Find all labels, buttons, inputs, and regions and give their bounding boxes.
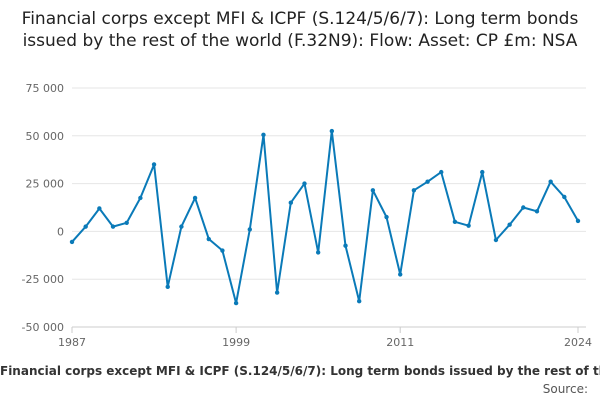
data-point[interactable] — [329, 128, 335, 134]
data-point[interactable] — [233, 300, 239, 306]
data-point[interactable] — [220, 248, 225, 253]
data-point[interactable] — [151, 162, 157, 167]
y-tick-label: -50 000 — [22, 321, 64, 334]
x-tick-label: 2024 — [564, 336, 592, 349]
data-point[interactable] — [480, 169, 485, 175]
data-point[interactable] — [411, 188, 417, 193]
data-point[interactable] — [274, 290, 280, 295]
data-point[interactable] — [370, 188, 376, 193]
data-point[interactable] — [138, 195, 143, 201]
data-point[interactable] — [384, 214, 389, 220]
data-point[interactable] — [69, 239, 75, 245]
y-tick-label: 75 000 — [26, 82, 65, 95]
data-point[interactable] — [261, 132, 266, 138]
data-point[interactable] — [493, 237, 499, 243]
data-point[interactable] — [247, 227, 252, 232]
data-point[interactable] — [124, 220, 129, 225]
y-tick-label: 50 000 — [26, 130, 65, 143]
data-point[interactable] — [534, 209, 540, 214]
series-group — [69, 128, 581, 306]
data-point[interactable] — [288, 200, 294, 205]
y-tick-label: -25 000 — [22, 273, 64, 286]
source-label: Source: — [542, 382, 588, 396]
data-point[interactable] — [466, 223, 471, 228]
legend[interactable]: Financial corps except MFI & ICPF (S.124… — [0, 364, 600, 384]
data-point[interactable] — [507, 222, 512, 227]
x-tick-label: 1987 — [58, 336, 86, 349]
y-tick-label: 0 — [57, 225, 64, 238]
gridlines — [72, 87, 586, 328]
y-tick-label: 25 000 — [26, 178, 65, 191]
data-point[interactable] — [562, 194, 567, 200]
data-point[interactable] — [302, 181, 307, 186]
chart-title: Financial corps except MFI & ICPF (S.124… — [21, 9, 579, 51]
data-point[interactable] — [356, 298, 362, 304]
y-axis: 75 000 50 000 25 000 0 -25 000 -50 000 — [22, 82, 64, 334]
data-point[interactable] — [83, 224, 88, 229]
data-point[interactable] — [575, 218, 581, 224]
x-tick-label: 1999 — [222, 336, 250, 349]
data-point[interactable] — [343, 243, 348, 248]
data-point[interactable] — [439, 169, 444, 175]
data-point[interactable] — [97, 206, 102, 211]
data-point[interactable] — [315, 250, 321, 255]
legend-entry[interactable]: Financial corps except MFI & ICPF (S.124… — [0, 364, 600, 378]
data-point[interactable] — [110, 224, 116, 229]
data-point[interactable] — [398, 272, 403, 277]
x-tick-label: 2011 — [386, 336, 414, 349]
data-point[interactable] — [425, 179, 430, 184]
data-point[interactable] — [179, 224, 184, 229]
data-point[interactable] — [521, 205, 526, 210]
data-point[interactable] — [206, 236, 211, 242]
data-point[interactable] — [165, 284, 170, 290]
data-point[interactable] — [548, 179, 553, 184]
x-axis: 1987 1999 2011 2024 — [58, 326, 592, 349]
data-point[interactable] — [192, 195, 198, 201]
series-line — [71, 130, 579, 305]
data-point[interactable] — [452, 219, 458, 225]
